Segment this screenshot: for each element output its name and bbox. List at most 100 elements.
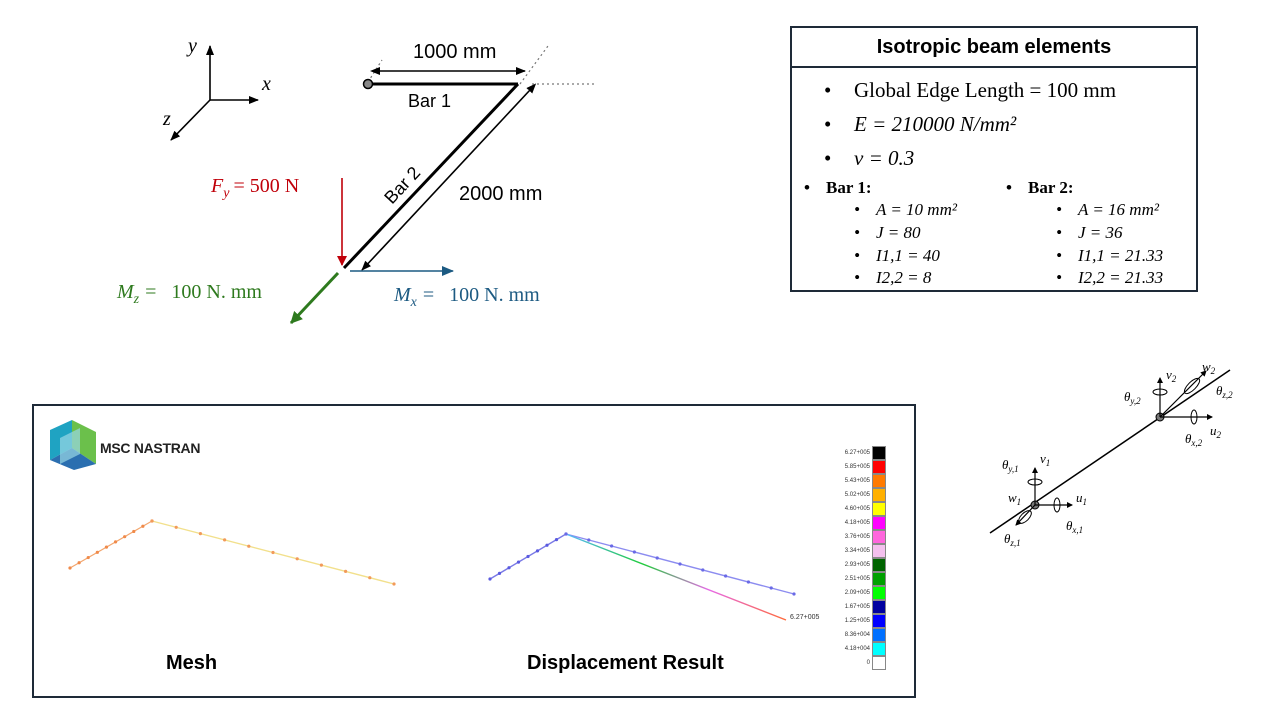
property-poisson-ratio: • ν = 0.3 [824, 146, 915, 170]
bar1-prop-i11: • I1,1 = 40 [854, 246, 940, 265]
legend-label: 4.18+005 [844, 520, 870, 526]
msc-logo-icon [50, 420, 96, 470]
legend-label: 2.93+005 [844, 562, 870, 568]
bar2-prop-i11: • I1,1 = 21.33 [1056, 246, 1164, 265]
legend-label: 2.51+005 [844, 576, 870, 582]
legend-label: 0 [866, 660, 870, 666]
mesh-node [610, 544, 614, 548]
mesh-node [488, 577, 492, 581]
mesh-node [174, 525, 178, 529]
mesh-node [392, 582, 396, 586]
mesh-node [769, 586, 773, 590]
properties-box: Isotropic beam elements • Global Edge Len… [790, 26, 1198, 292]
bar1-prop-j: • J = 80 [854, 223, 921, 242]
legend-swatch [872, 530, 886, 544]
mesh-node [655, 556, 659, 560]
legend-swatch [872, 614, 886, 628]
mesh-node [95, 550, 99, 554]
mesh-node [319, 563, 323, 567]
bar1-prop-i22: • I2,2 = 8 [854, 268, 932, 287]
dof-diagram: v1 θy,1 w1 θz,1 u1 θx,1 v2 θy,2 w2 θz,2 … [989, 359, 1233, 548]
mesh-node [198, 532, 202, 536]
property-edge-length: • Global Edge Length = 100 mm [824, 78, 1117, 102]
legend-label: 3.34+005 [844, 548, 870, 554]
fixed-node [362, 78, 374, 90]
bar2-prop-area: • A = 16 mm² [1056, 200, 1159, 219]
mesh-node [516, 560, 521, 564]
legend-label: 3.76+005 [844, 534, 870, 540]
logo-text: MSC NASTRAN [100, 440, 201, 456]
mesh-node [247, 544, 251, 548]
dof-ty2-label: θy,2 [1124, 389, 1141, 406]
legend-label: 5.43+005 [844, 478, 870, 484]
force-label: Fy = 500 N [210, 175, 299, 201]
dof-tz2-label: θz,2 [1216, 383, 1233, 400]
moment-x-label: Mx = 100 N. mm [393, 284, 540, 310]
max-displacement-label: 6.27+005 [790, 614, 820, 621]
legend-label: 4.60+005 [844, 506, 870, 512]
dof-u2-label: u2 [1210, 423, 1222, 440]
axis-x-label: x [261, 73, 271, 95]
dof-tx1-label: θx,1 [1066, 518, 1083, 535]
results-panel: MSC NASTRAN Mesh 6.27+005 Displacement R… [32, 404, 916, 698]
mesh-node [141, 524, 145, 528]
color-legend: 6.27+005 5.85+005 5.43+005 5.02+005 4.60+005… [834, 446, 894, 686]
axis-z-label: z [162, 108, 171, 130]
bar1-label: Bar 1 [408, 91, 451, 111]
legend-swatch [872, 502, 886, 516]
properties-title: Isotropic beam elements [792, 28, 1196, 68]
mesh-node [724, 574, 728, 578]
bar2-label: Bar 2 [380, 163, 424, 208]
mesh-node [295, 557, 299, 561]
mesh-node [678, 562, 682, 566]
mesh-node [545, 543, 549, 547]
mesh-node [554, 538, 559, 542]
mesh-node [150, 519, 154, 523]
mesh-node [132, 529, 136, 534]
mesh-node [526, 554, 530, 559]
legend-label: 6.27+005 [844, 450, 870, 456]
legend-label: 4.18+004 [844, 646, 870, 652]
mesh-node [497, 571, 502, 575]
bar2-props-heading: • Bar 2: [1006, 178, 1074, 197]
legend-swatch [872, 600, 886, 614]
dim-bar2-label: 2000 mm [459, 183, 542, 205]
legend-label: 8.36+004 [844, 632, 870, 638]
bar-2 [342, 82, 520, 270]
legend-swatch [872, 558, 886, 572]
moment-z-arrow [289, 271, 340, 325]
legend-label: 5.02+005 [844, 492, 870, 498]
legend-swatch [872, 446, 886, 460]
legend-swatch [872, 544, 886, 558]
legend-swatch [872, 572, 886, 586]
dof-w2-label: w2 [1202, 359, 1216, 376]
dof-v1-label: v1 [1040, 451, 1050, 468]
property-youngs-modulus: • E = 210000 N/mm² [824, 112, 1017, 136]
dim-arrow-bar2 [361, 83, 537, 271]
dof-ty1-label: θy,1 [1002, 457, 1019, 474]
mesh-node [587, 538, 591, 542]
mesh-nodes [68, 519, 396, 586]
mesh-node [535, 549, 540, 553]
mesh-view [68, 519, 396, 586]
bar1-prop-area: • A = 10 mm² [854, 200, 957, 219]
mesh-node [507, 566, 511, 570]
legend-label: 1.67+005 [844, 604, 870, 610]
displacement-view [488, 532, 796, 621]
mesh-node [86, 555, 90, 560]
mesh-node [368, 576, 372, 580]
mesh-node [701, 568, 705, 572]
legend-swatch [872, 642, 886, 656]
mesh-node [123, 535, 127, 539]
bar2-prop-i22: • I2,2 = 21.33 [1056, 268, 1164, 287]
legend-label: 1.25+005 [844, 618, 870, 624]
dof-tx2-label: θx,2 [1185, 431, 1203, 448]
coordinate-axes: y x z [162, 35, 271, 141]
bar2-prop-j: • J = 36 [1056, 223, 1123, 242]
mesh-node [271, 550, 275, 555]
construction-lines [367, 45, 596, 85]
mesh-node [223, 538, 227, 542]
axis-y-label: y [186, 35, 197, 57]
legend-swatch [872, 488, 886, 502]
mesh-node [746, 580, 750, 584]
